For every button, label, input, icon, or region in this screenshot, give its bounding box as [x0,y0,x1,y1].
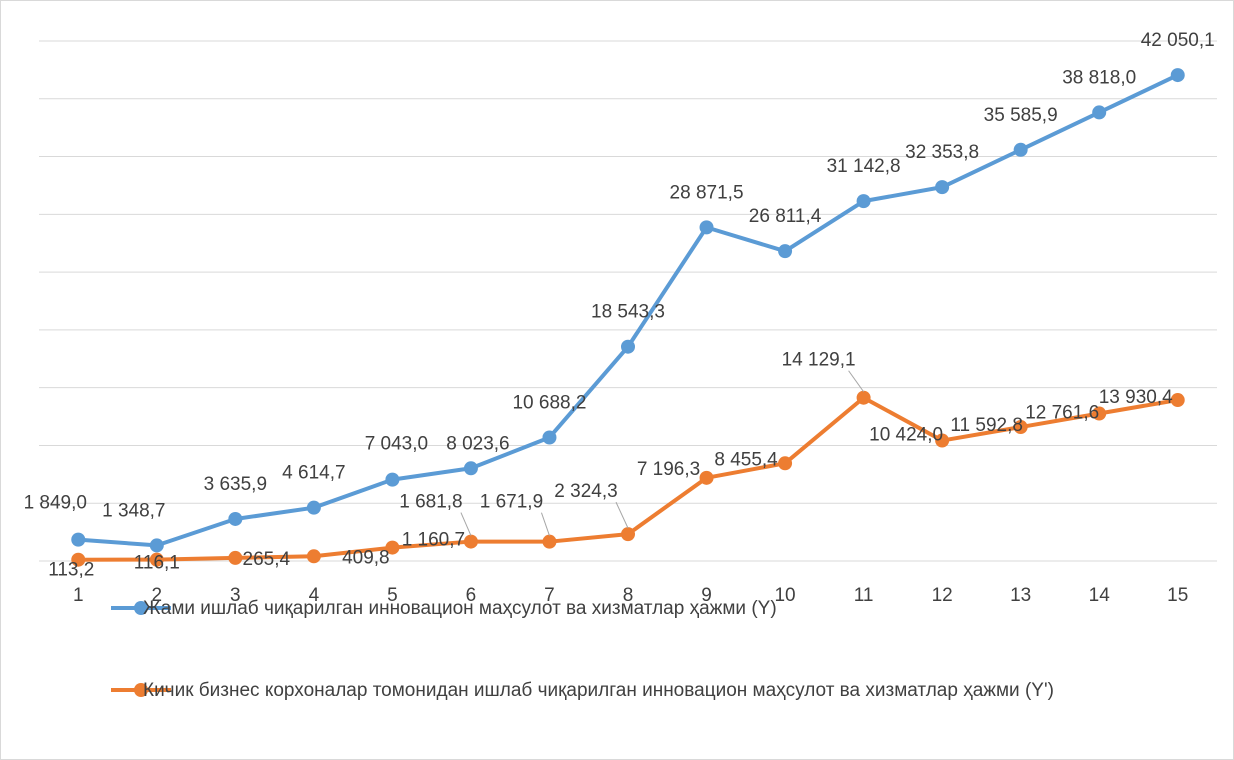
x-tick-label: 5 [387,585,398,606]
data-label: 10 688,2 [512,393,586,414]
data-label: 409,8 [342,547,390,568]
x-tick-label: 4 [309,585,320,606]
leader-line [848,370,865,393]
x-tick-label: 3 [230,585,241,606]
data-label: 26 811,4 [749,206,822,227]
data-label: 3 635,9 [204,474,267,495]
point [621,339,635,354]
leader-line [460,512,472,536]
point [699,220,714,235]
data-label: 116,1 [134,553,180,574]
point [1092,406,1107,421]
data-label: 7 196,3 [637,459,700,480]
point [306,549,321,564]
data-label: 1 348,7 [102,500,165,521]
legend-marker [134,601,148,615]
point [306,500,321,515]
point [71,532,86,547]
data-label: 8 455,4 [714,449,778,470]
x-tick-label: 13 [1010,585,1031,606]
point [699,470,714,485]
point [385,472,400,487]
data-label: 12 761,6 [1025,403,1099,424]
data-label: 42 050,1 [1141,30,1215,51]
data-label: 35 585,9 [984,105,1058,126]
point [856,390,871,405]
point [1013,420,1028,435]
data-label: 1 849,0 [24,493,87,514]
point [1170,393,1185,408]
legend-entry: Жами ишлаб чиқарилган инновацион маҳсуло… [143,598,777,619]
x-tick-label: 14 [1089,585,1111,606]
data-label: 38 818,0 [1062,67,1136,88]
data-label: 7 043,0 [365,434,428,455]
data-label: 18 543,3 [591,302,665,323]
data-label: 8 023,6 [446,433,509,454]
data-label: 28 871,5 [670,182,744,203]
point [778,456,793,471]
x-tick-label: 10 [774,585,795,606]
data-label: 32 353,8 [905,142,979,163]
point [463,461,478,476]
x-tick-label: 11 [854,585,874,606]
data-label: 11 592,8 [950,415,1023,436]
point [1092,105,1107,120]
data-label: 31 142,8 [827,156,901,177]
point [856,194,871,209]
point [149,538,164,553]
x-tick-label: 1 [73,585,84,606]
point [621,527,635,542]
data-label: 13 930,4 [1099,387,1173,408]
point [228,550,243,565]
leader-line [540,512,550,536]
x-tick-label: 2 [152,585,163,606]
point [1013,142,1028,157]
leader-line [615,501,629,529]
point [71,552,86,567]
x-tick-label: 12 [932,585,953,606]
data-label: 10 424,0 [869,425,943,446]
data-label: 1 681,8 [399,492,462,513]
point [542,534,557,549]
x-tick-label: 7 [544,585,555,606]
point [778,244,793,259]
point [463,534,478,549]
point [935,180,950,195]
data-label: 14 129,1 [782,350,856,371]
x-tick-label: 8 [623,585,634,606]
data-label: 265,4 [243,549,291,570]
point [1170,68,1185,83]
legend-entry: Кичик бизнес корхоналар томонидан ишлаб … [143,680,1054,701]
point [149,552,164,567]
data-label: 1 160,7 [402,530,465,551]
x-tick-label: 9 [701,585,712,606]
point [935,433,950,448]
x-tick-label: 6 [466,585,477,606]
point [385,540,400,555]
point [542,430,557,445]
x-tick-label: 15 [1167,585,1188,606]
point [228,511,243,526]
data-label: 2 324,3 [554,481,617,502]
data-label: 113,2 [48,560,94,581]
legend-marker [134,683,148,697]
data-label: 4 614,7 [282,463,345,484]
data-label: 1 671,9 [480,492,543,513]
